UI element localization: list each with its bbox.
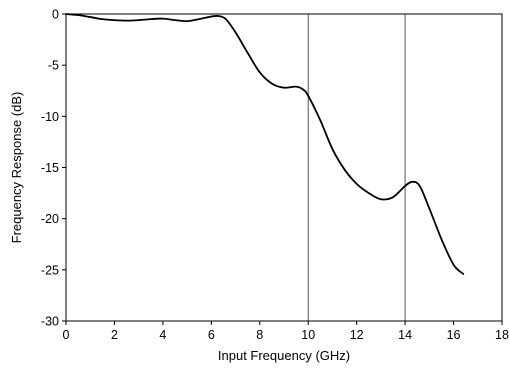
y-tick-label-4: -20 [41,212,59,226]
y-axis-title: Frequency Response (dB) [9,92,24,244]
y-tick-label-0: 0 [52,8,59,22]
y-tick-label-2: -10 [41,110,59,124]
axis-ticks: 0 2 4 6 8 10 12 14 16 18 0 -5 -10 -15 -20 -25 -30 [41,8,509,343]
x-tick-label-9: 18 [495,328,509,342]
x-tick-label-4: 8 [256,328,263,342]
x-tick-label-3: 6 [208,328,215,342]
series-line-0 [65,13,465,275]
y-tick-label-3: -15 [41,161,59,175]
x-tick-label-7: 14 [398,328,412,342]
y-tick-label-1: -5 [48,59,59,73]
x-tick-label-1: 2 [111,328,118,342]
x-tick-label-2: 4 [159,328,166,342]
y-tick-label-6: -30 [41,315,59,329]
x-tick-label-8: 16 [447,328,461,342]
gridlines [307,14,406,321]
x-tick-label-5: 10 [301,328,315,342]
x-axis-title: Input Frequency (GHz) [218,348,350,363]
x-tick-label-6: 12 [350,328,364,342]
x-tick-label-0: 0 [63,328,70,342]
y-tick-label-5: -25 [41,263,59,277]
series-group [65,13,465,275]
